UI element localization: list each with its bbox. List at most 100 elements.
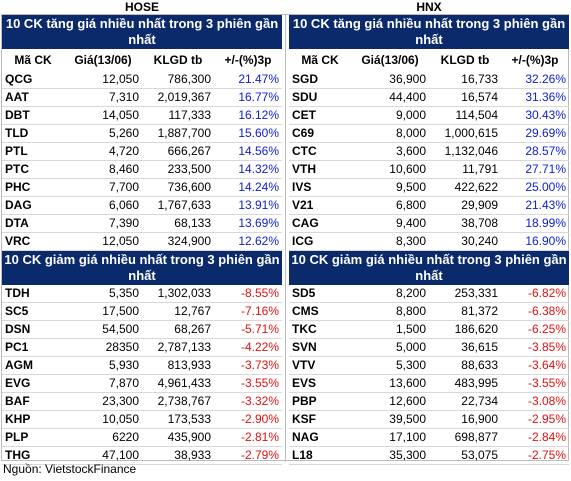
col-price-header: Giá(13/06)	[74, 53, 132, 67]
volume-cell: 38,708	[429, 214, 501, 233]
volume-cell: 36,615	[429, 338, 501, 357]
change-cell: -2.84%	[501, 428, 570, 447]
volume-cell: 68,133	[142, 214, 214, 233]
ticker-cell: ICG	[289, 232, 351, 251]
change-cell: -3.73%	[214, 356, 283, 375]
table-row: CMS 8,800 81,372 -6.38%	[289, 302, 570, 321]
price-cell: 8,000	[351, 124, 429, 143]
price-cell: 7,310	[64, 88, 142, 107]
ticker-cell: PTC	[2, 160, 64, 179]
change-cell: 14.32%	[214, 160, 283, 179]
ticker-cell: DTA	[2, 214, 64, 233]
change-cell: 30.43%	[501, 106, 570, 125]
volume-cell: 114,504	[429, 106, 501, 125]
change-cell: 13.91%	[214, 196, 283, 215]
change-cell: -2.75%	[501, 446, 570, 465]
change-cell: -6.82%	[501, 285, 570, 303]
price-cell: 6220	[64, 428, 142, 447]
price-cell: 36,900	[351, 71, 429, 89]
volume-cell: 4,961,433	[142, 374, 214, 393]
price-cell: 8,300	[351, 232, 429, 251]
table-row: PHC 7,700 736,600 14.24%	[2, 178, 283, 197]
change-cell: 15.60%	[214, 124, 283, 143]
ticker-cell: IVS	[289, 178, 351, 197]
change-cell: -6.25%	[501, 320, 570, 339]
table-row: EVS 13,600 483,995 -3.55%	[289, 374, 570, 393]
volume-cell: 11,791	[429, 160, 501, 179]
change-cell: 13.69%	[214, 214, 283, 233]
table-row: SD5 8,200 253,331 -6.82%	[289, 285, 570, 303]
ticker-cell: L18	[289, 446, 351, 465]
price-cell: 17,100	[351, 428, 429, 447]
hnx-losers: 10 CK giảm giá nhiều nhất trong 3 phiên …	[289, 250, 570, 465]
price-cell: 23,300	[64, 392, 142, 411]
hnx-gainers-title: 10 CK tăng giá nhiều nhất trong 3 phiên …	[289, 15, 570, 49]
change-cell: 28.57%	[501, 142, 570, 161]
ticker-cell: CET	[289, 106, 351, 125]
price-cell: 39,500	[351, 410, 429, 429]
table-row: PTC 8,460 233,500 14.32%	[2, 160, 283, 179]
table-row: DBT 14,050 117,333 16.12%	[2, 106, 283, 125]
col-change-header: +/-(%)3p	[224, 53, 272, 67]
change-cell: 32.26%	[501, 71, 570, 89]
volume-cell: 786,300	[142, 71, 214, 89]
ticker-cell: TLD	[2, 124, 64, 143]
volume-cell: 29,909	[429, 196, 501, 215]
ticker-cell: DSN	[2, 320, 64, 339]
table-row: CAG 9,400 38,708 18.99%	[289, 214, 570, 233]
table-row: PLP 6220 435,900 -2.81%	[2, 428, 283, 447]
ticker-cell: PLP	[2, 428, 64, 447]
volume-cell: 53,075	[429, 446, 501, 465]
hose-losers-title: 10 CK giảm giá nhiều nhất trong 3 phiên …	[2, 250, 283, 285]
volume-cell: 186,620	[429, 320, 501, 339]
price-cell: 54,500	[64, 320, 142, 339]
ticker-cell: SVN	[289, 338, 351, 357]
table-row: TDH 5,350 1,302,033 -8.55%	[2, 285, 283, 303]
volume-cell: 30,240	[429, 232, 501, 251]
ticker-cell: SDU	[289, 88, 351, 107]
table-row: TKC 1,500 186,620 -6.25%	[289, 320, 570, 339]
table-row: KHP 10,050 173,533 -2.90%	[2, 410, 283, 429]
table-row: NAG 17,100 698,877 -2.84%	[289, 428, 570, 447]
price-cell: 10,050	[64, 410, 142, 429]
hnx-losers-title: 10 CK giảm giá nhiều nhất trong 3 phiên …	[289, 250, 570, 285]
price-cell: 5,300	[351, 356, 429, 375]
price-cell: 12,050	[64, 232, 142, 251]
ticker-cell: DAG	[2, 196, 64, 215]
table-row: AGM 5,930 813,933 -3.73%	[2, 356, 283, 375]
change-cell: -3.55%	[501, 374, 570, 393]
volume-cell: 117,333	[142, 106, 214, 125]
change-cell: -3.32%	[214, 392, 283, 411]
price-cell: 17,500	[64, 302, 142, 321]
price-cell: 1,500	[351, 320, 429, 339]
hose-gainers: 10 CK tăng giá nhiều nhất trong 3 phiên …	[2, 15, 283, 251]
change-cell: 21.47%	[214, 71, 283, 89]
volume-cell: 22,734	[429, 392, 501, 411]
hnx-gainers: 10 CK tăng giá nhiều nhất trong 3 phiên …	[289, 15, 570, 251]
ticker-cell: KHP	[2, 410, 64, 429]
volume-cell: 1,302,033	[142, 285, 214, 303]
hose-exchange-label: HOSE	[124, 0, 159, 14]
table-row: PBP 12,600 22,734 -3.08%	[289, 392, 570, 411]
ticker-cell: V21	[289, 196, 351, 215]
table-row: PC1 28350 2,787,133 -4.22%	[2, 338, 283, 357]
table-row: AAT 7,310 2,019,367 16.77%	[2, 88, 283, 107]
column-divider	[285, 14, 286, 462]
col-ticker-header: Mã CK	[301, 53, 339, 67]
price-cell: 44,400	[351, 88, 429, 107]
price-cell: 12,600	[351, 392, 429, 411]
table-row: PTL 4,720 666,267 14.56%	[2, 142, 283, 161]
price-cell: 8,200	[351, 285, 429, 303]
ticker-cell: PHC	[2, 178, 64, 197]
table-row: KSF 39,500 16,900 -2.95%	[289, 410, 570, 429]
hose-panel: 10 CK tăng giá nhiều nhất trong 3 phiên …	[2, 15, 283, 465]
change-cell: 14.56%	[214, 142, 283, 161]
price-cell: 8,800	[351, 302, 429, 321]
price-cell: 5,930	[64, 356, 142, 375]
table-row: SGD 36,900 16,733 32.26%	[289, 71, 570, 89]
volume-cell: 1,767,633	[142, 196, 214, 215]
price-cell: 6,800	[351, 196, 429, 215]
volume-cell: 68,267	[142, 320, 214, 339]
change-cell: 16.77%	[214, 88, 283, 107]
price-cell: 7,700	[64, 178, 142, 197]
